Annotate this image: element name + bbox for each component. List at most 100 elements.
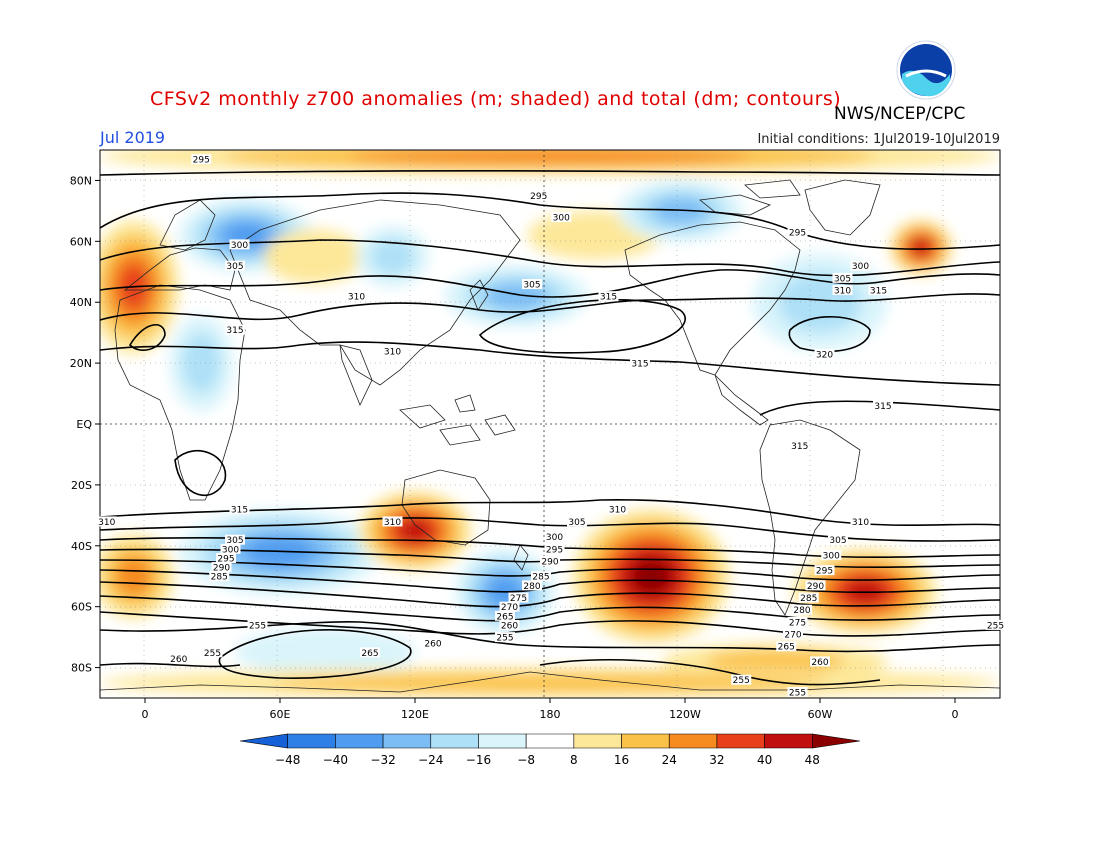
contour-label: 260 xyxy=(810,656,830,668)
colorbar-swatch xyxy=(764,733,813,749)
colorbar-label: −8 xyxy=(517,753,535,767)
contour-label: 265 xyxy=(776,641,797,653)
contour-value: 295 xyxy=(816,567,833,577)
contour-label: 290 xyxy=(805,580,826,592)
contour-value: 315 xyxy=(600,293,617,303)
contour-label: 295 xyxy=(216,552,236,564)
contour-label: 255 xyxy=(495,632,515,644)
contour-value: 300 xyxy=(222,545,239,555)
colorbar-swatch xyxy=(812,733,861,749)
contour-value: 285 xyxy=(211,573,228,583)
colorbar-swatch xyxy=(621,733,670,749)
height-contours xyxy=(100,169,1000,686)
contour-label: 305 xyxy=(522,278,542,290)
contour-label: 255 xyxy=(731,674,752,686)
anomaly-region xyxy=(398,519,432,542)
anomaly-region xyxy=(273,673,827,693)
anomaly-region xyxy=(350,150,750,165)
contour-value: 305 xyxy=(829,536,846,546)
contour-value: 315 xyxy=(874,402,891,412)
lat-label: 80N xyxy=(70,174,92,187)
colorbar-swatch xyxy=(335,733,384,749)
contour-value: 290 xyxy=(213,564,230,574)
contour-value: 310 xyxy=(384,347,401,357)
contour-label: 255 xyxy=(985,619,1006,631)
contour-value: 300 xyxy=(823,551,840,561)
contour-value: 310 xyxy=(98,518,115,528)
lat-label: 80S xyxy=(71,662,92,675)
contour-label: 260 xyxy=(499,619,520,631)
anomaly-region xyxy=(370,237,415,276)
anomaly-region xyxy=(235,627,415,677)
contour-value: 280 xyxy=(793,606,810,616)
lat-label: 20N xyxy=(70,357,92,370)
contour-value: 310 xyxy=(852,518,869,528)
contour-label: 305 xyxy=(567,516,587,528)
contour-label: 295 xyxy=(787,227,808,239)
contour-value: 275 xyxy=(789,618,806,628)
contour-label: 260 xyxy=(168,653,189,665)
colorbar-label: −48 xyxy=(275,753,300,767)
contour-value: 315 xyxy=(631,360,648,370)
contour-label: 310 xyxy=(382,516,403,528)
colorbar-swatch xyxy=(525,733,575,749)
contour-label: 315 xyxy=(789,440,810,452)
contour-label: 300 xyxy=(850,260,871,272)
contour-value: 255 xyxy=(204,649,221,659)
forecast-month: Jul 2019 xyxy=(100,128,166,147)
contour-label: 300 xyxy=(551,211,572,223)
contour-label: 315 xyxy=(225,324,245,336)
contour-label: 255 xyxy=(787,686,808,698)
contour-label: 315 xyxy=(229,504,250,516)
contour-value: 255 xyxy=(987,621,1004,631)
contour-label: 300 xyxy=(220,543,241,555)
contour-value: 255 xyxy=(496,634,513,644)
contour-label: 300 xyxy=(821,549,842,561)
lon-label: 120W xyxy=(669,708,701,721)
contour-value: 305 xyxy=(523,280,540,290)
contour-value: 280 xyxy=(523,582,540,592)
longitude-axis: 0 60E 120E 180 120W 60W 0 xyxy=(142,698,959,721)
contour-value: 260 xyxy=(811,658,828,668)
contour-value: 315 xyxy=(231,506,248,516)
contour-value: 305 xyxy=(226,262,243,272)
contour-label: 265 xyxy=(495,610,515,622)
contour-value: 295 xyxy=(193,156,210,166)
contour-value: 285 xyxy=(532,573,549,583)
contour-value: 305 xyxy=(226,536,243,546)
colorbar-label: 40 xyxy=(757,753,772,767)
contour-label: 280 xyxy=(522,580,542,592)
contour-label: 295 xyxy=(544,543,565,555)
contour-value: 300 xyxy=(231,241,248,251)
contour-value: 260 xyxy=(170,655,187,665)
contour-value: 310 xyxy=(384,518,401,528)
contour-label: 295 xyxy=(528,190,549,202)
latitude-axis: 80N 60N 40N 20N EQ 20S 40S 60S 80S xyxy=(70,174,100,675)
lon-label: 60E xyxy=(270,708,291,721)
contour-value: 265 xyxy=(361,649,378,659)
contour-value: 265 xyxy=(778,643,795,653)
contour-label: 275 xyxy=(787,616,808,628)
contour-value: 300 xyxy=(553,213,570,223)
contour-label: 295 xyxy=(814,565,835,577)
colorbar-label: −16 xyxy=(466,753,491,767)
contour-value: 300 xyxy=(852,262,869,272)
anomaly-region xyxy=(484,282,549,310)
contour-label: 315 xyxy=(873,400,893,412)
contour-label: 290 xyxy=(211,562,232,574)
anomaly-region xyxy=(632,559,671,593)
contour-value: 270 xyxy=(784,631,801,641)
contour-label: 300 xyxy=(544,531,565,543)
anomaly-region xyxy=(115,557,152,596)
colorbar-swatch xyxy=(668,733,718,749)
contour-label: 290 xyxy=(540,556,560,568)
map-gridlines xyxy=(100,150,1000,698)
contour-value: 255 xyxy=(733,676,750,686)
colorbar: −48 −40 −32 −24 −16 −8 8 16 24 32 40 48 xyxy=(239,733,861,767)
contour-value: 265 xyxy=(496,612,513,622)
contour-label: 270 xyxy=(783,629,803,641)
contour-label: 315 xyxy=(598,291,619,303)
anomaly-region xyxy=(912,239,931,256)
contour-label: 280 xyxy=(792,604,812,616)
anomaly-shading xyxy=(100,150,1000,698)
